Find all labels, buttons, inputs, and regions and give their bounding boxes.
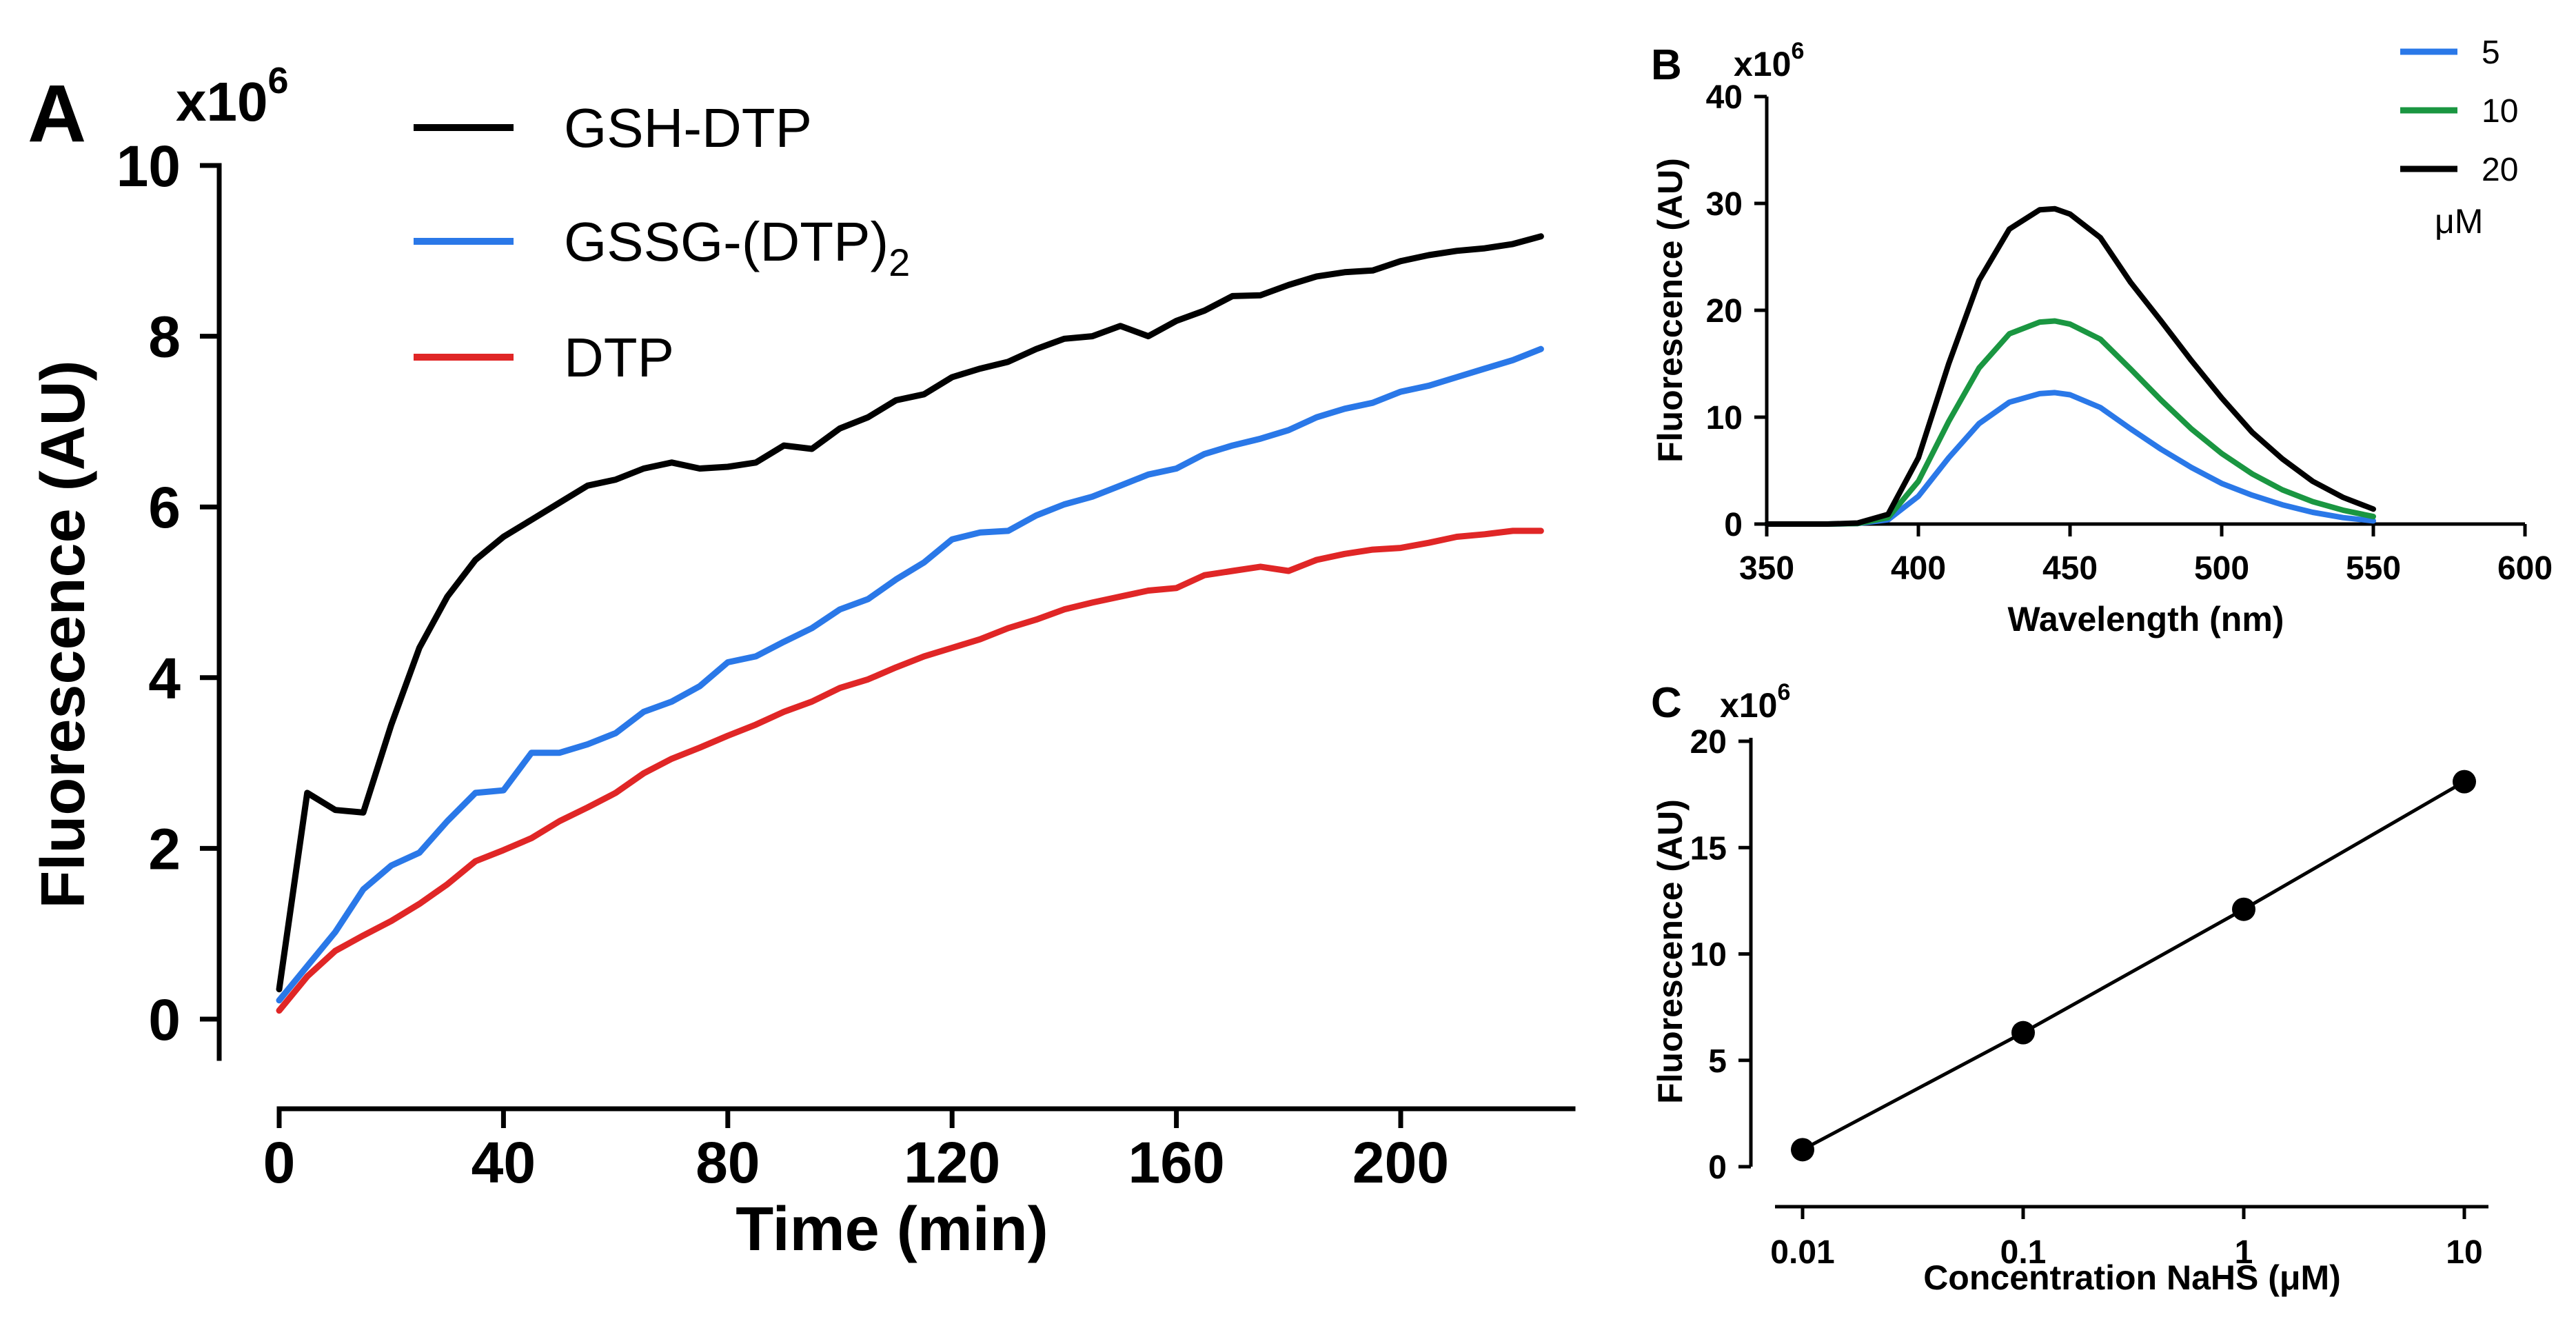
panel-a-y-tick-label: 2 — [148, 816, 181, 881]
panel-b-x-tick-label: 350 — [1739, 550, 1794, 587]
panel-c-y-tick-label: 5 — [1708, 1043, 1727, 1080]
panel-b-x-label: Wavelength (nm) — [2008, 600, 2284, 639]
panel-a-y-ticks: 0 2 4 6 8 10 — [116, 134, 219, 1052]
panel-b-x-tick-label: 400 — [1891, 550, 1946, 587]
panel-a-y-tick-label: 10 — [116, 134, 181, 199]
panel-b-legend-unit: μM — [2435, 202, 2483, 241]
panel-b-y-tick-label: 0 — [1724, 507, 1743, 543]
panel-b-legend-label: 5 — [2482, 34, 2500, 71]
panel-b-y-tick-label: 10 — [1706, 400, 1743, 436]
panel-b-y-tick-label: 30 — [1706, 186, 1743, 223]
panel-c-data-point — [2011, 1021, 2035, 1045]
panel-b-y-tick-label: 20 — [1706, 293, 1743, 330]
panel-a-y-label: Fluorescence (AU) — [29, 360, 98, 908]
panel-c-x-tick-label: 10 — [2446, 1234, 2482, 1271]
panel-a-x-tick-label: 0 — [263, 1130, 296, 1195]
panel-b-y-ticks: 0 10 20 30 40 — [1706, 79, 1767, 543]
panel-c-series — [1791, 770, 2476, 1162]
panel-b: B x106 0 10 20 30 40 350 400 450 500 550 600 Wave… — [1651, 34, 2553, 639]
panel-b-y-tick-label: 40 — [1706, 79, 1743, 116]
panel-b-legend-label: 20 — [2482, 152, 2518, 188]
panel-a-y-tick-label: 6 — [148, 475, 181, 540]
panel-c-data-point — [1791, 1138, 1814, 1162]
panel-c-multiplier: x106 — [1720, 679, 1790, 725]
panel-c-data-point — [2453, 770, 2476, 794]
panel-a-legend-label: GSSG-(DTP)2 — [564, 211, 910, 284]
panel-a-y-tick-label: 4 — [148, 646, 181, 711]
panel-a-series-line-2 — [276, 527, 1544, 1014]
panel-a: A x106 0 2 4 6 8 10 0 40 80 120 160 200 Time (min)… — [28, 60, 1576, 1264]
panel-b-legend: 5 10 20 — [2400, 34, 2518, 188]
panel-a-legend-label: GSH-DTP — [564, 97, 812, 159]
panel-b-y-label: Fluorescence (AU) — [1651, 158, 1690, 463]
panel-b-series-line-1 — [1764, 318, 2376, 527]
panel-c-y-tick-label: 0 — [1708, 1149, 1727, 1186]
panel-a-legend: GSH-DTP GSSG-(DTP)2 DTP — [414, 97, 910, 388]
panel-a-y-tick-label: 0 — [148, 987, 181, 1052]
panel-b-x-tick-label: 600 — [2497, 550, 2553, 587]
panel-a-x-tick-label: 80 — [696, 1130, 760, 1195]
panel-c-x-tick-label: 0.1 — [2000, 1234, 2047, 1271]
panel-c-y-tick-label: 15 — [1690, 830, 1727, 867]
panel-a-series-line-1 — [276, 345, 1544, 1004]
panel-a-series — [276, 233, 1544, 1014]
panel-b-x-tick-label: 550 — [2346, 550, 2401, 587]
panel-c: C x106 0 5 10 15 20 0.01 0.1 1 10 Concentration… — [1651, 679, 2488, 1297]
panel-c-x-tick-label: 1 — [2235, 1234, 2253, 1271]
panel-b-x-ticks: 350 400 450 500 550 600 — [1739, 524, 2553, 587]
panel-a-legend-label: DTP — [564, 327, 674, 388]
panel-b-series-line-2 — [1764, 205, 2376, 527]
panel-c-fit-line — [1801, 780, 2466, 1152]
panel-b-x-tick-label: 450 — [2042, 550, 2098, 587]
panel-c-letter: C — [1651, 679, 1682, 727]
panel-c-x-tick-label: 0.01 — [1770, 1234, 1834, 1271]
panel-c-x-ticks: 0.01 0.1 1 10 — [1770, 1207, 2483, 1271]
panel-c-x-label: Concentration NaHS (μM) — [1923, 1258, 2341, 1297]
panel-a-x-label: Time (min) — [736, 1195, 1048, 1264]
panel-b-x-tick-label: 500 — [2194, 550, 2249, 587]
panel-b-multiplier: x106 — [1734, 38, 1804, 83]
panel-b-legend-label: 10 — [2482, 93, 2518, 130]
panel-a-letter: A — [28, 68, 86, 159]
panel-b-letter: B — [1651, 41, 1682, 89]
panel-a-x-tick-label: 200 — [1352, 1130, 1449, 1195]
panel-a-series-line-0 — [276, 233, 1544, 993]
panel-a-x-tick-label: 120 — [904, 1130, 1000, 1195]
panel-c-y-label: Fluorescence (AU) — [1651, 799, 1690, 1104]
panel-c-y-tick-label: 20 — [1690, 724, 1727, 761]
panel-c-y-ticks: 0 5 10 15 20 — [1690, 724, 1751, 1186]
panel-a-y-tick-label: 8 — [148, 305, 181, 370]
panel-a-x-tick-label: 160 — [1128, 1130, 1225, 1195]
panel-a-x-ticks: 0 40 80 120 160 200 — [263, 1109, 1449, 1195]
panel-a-x-tick-label: 40 — [471, 1130, 536, 1195]
panel-a-multiplier: x106 — [176, 60, 289, 132]
panel-c-data-point — [2232, 897, 2255, 921]
panel-c-y-tick-label: 10 — [1690, 937, 1727, 974]
panel-b-series — [1764, 205, 2376, 527]
